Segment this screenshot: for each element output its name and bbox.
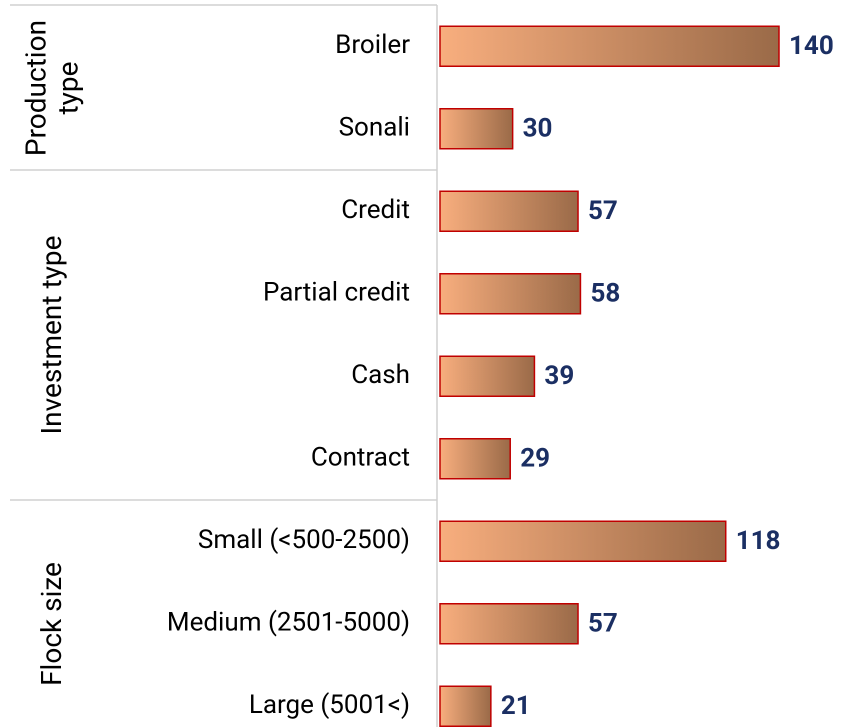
bar <box>439 603 579 645</box>
bar <box>439 273 582 315</box>
category-label: Broiler <box>335 30 410 60</box>
value-label: 140 <box>789 31 834 61</box>
bar <box>439 520 727 562</box>
bar <box>439 438 511 480</box>
value-label: 39 <box>544 361 574 391</box>
category-label: Cash <box>351 360 410 390</box>
bar <box>439 355 536 397</box>
value-label: 57 <box>588 609 618 639</box>
value-label: 118 <box>736 526 781 556</box>
bar <box>439 685 492 727</box>
category-label: Contract <box>311 443 410 473</box>
value-label: 30 <box>523 114 553 144</box>
value-label: 58 <box>590 279 620 309</box>
group-label: Investment type <box>34 235 68 435</box>
group-label: Flock size <box>34 561 68 686</box>
bar <box>439 25 780 67</box>
group-label: Production type <box>18 19 84 156</box>
category-label: Small (<500-2500) <box>198 525 410 555</box>
value-label: 21 <box>501 691 531 721</box>
category-label: Large (5001<) <box>249 690 410 720</box>
category-label: Partial credit <box>263 278 410 308</box>
category-label: Credit <box>341 195 410 225</box>
category-label: Sonali <box>339 113 410 143</box>
category-label: Medium (2501-5000) <box>167 608 410 638</box>
bar <box>439 108 514 150</box>
value-label: 29 <box>520 444 550 474</box>
value-label: 57 <box>588 196 618 226</box>
bar <box>439 190 579 232</box>
